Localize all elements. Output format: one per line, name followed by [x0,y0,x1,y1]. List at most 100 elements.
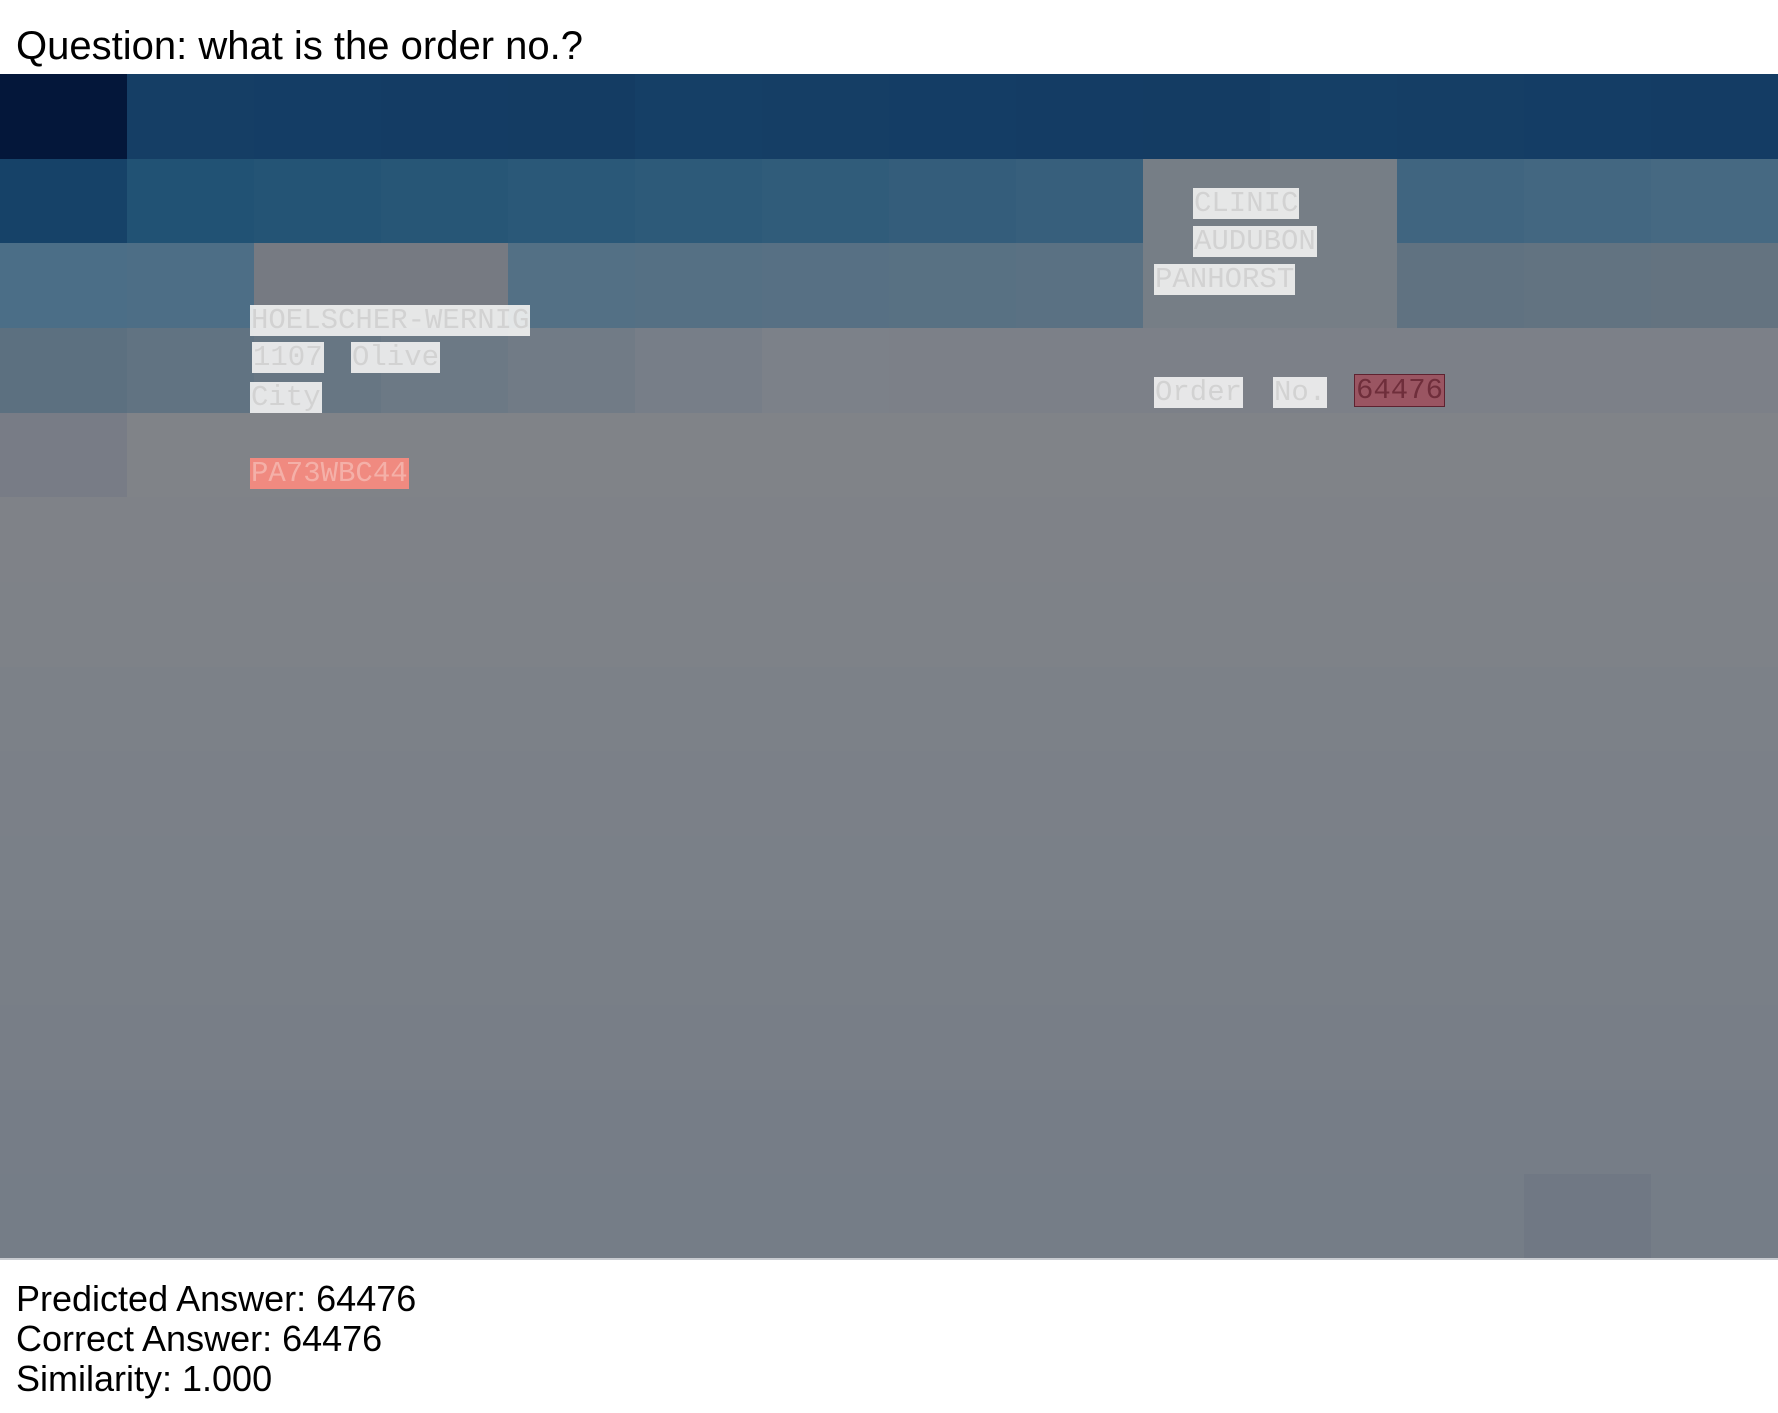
heatmap-cell [1397,1005,1524,1090]
heatmap-cell [0,1089,127,1175]
token-order-value: 64476 [1353,374,1446,407]
heatmap-cell [1016,1174,1143,1259]
heatmap-cell [889,243,1016,328]
heatmap-cell [1524,158,1651,244]
heatmap-cell [1270,1005,1397,1090]
heatmap-cell [1016,243,1143,328]
heatmap-cell [1270,835,1397,921]
heatmap-cell [127,581,254,667]
heatmap-cell [0,412,127,498]
heatmap-cell [1016,327,1143,413]
heatmap-cell [0,1174,127,1259]
heatmap-cell [254,1174,381,1259]
heatmap-cell [1524,1089,1651,1175]
heatmap-cell [1524,751,1651,836]
heatmap-cell [508,412,635,498]
heatmap-cell [127,835,254,921]
heatmap-cell [508,497,635,582]
heatmap-cell [1397,412,1524,498]
heatmap-cell [1270,581,1397,667]
heatmap-cell [254,1005,381,1090]
token-panhorst: PANHORST [1154,263,1296,296]
heatmap-cell [1143,497,1270,582]
heatmap-cell [127,1005,254,1090]
heatmap-cell [1524,1005,1651,1090]
heatmap-cell [1524,412,1651,498]
heatmap-cell [762,581,889,667]
heatmap-cell [1016,412,1143,498]
similarity-score: Similarity: 1.000 [16,1358,273,1399]
heatmap-cell [635,327,762,413]
heatmap-cell [508,666,635,752]
heatmap-cell [127,497,254,582]
heatmap-cell [889,158,1016,244]
heatmap-cell [0,920,127,1006]
heatmap-cell [1143,1005,1270,1090]
heatmap-cell [1016,751,1143,836]
heatmap-cell [0,74,127,159]
heatmap-cell [508,1005,635,1090]
heatmap-cell [508,327,635,413]
heatmap-cell [1270,1089,1397,1175]
heatmap-cell [1651,581,1778,667]
heatmap-cell [1651,243,1778,328]
heatmap-cell [127,1174,254,1259]
heatmap-cell [1651,1089,1778,1175]
token-name: HOELSCHER-WERNIG [250,304,531,337]
heatmap-cell [1524,74,1651,159]
heatmap-cell [762,1174,889,1259]
heatmap-cell [127,243,254,328]
heatmap-cell [762,666,889,752]
heatmap-cell [1270,666,1397,752]
heatmap-cell [0,327,127,413]
heatmap-cell [762,158,889,244]
heatmap-cell [381,920,508,1006]
divider [0,1258,1778,1260]
heatmap-cell [1270,412,1397,498]
heatmap-cell [1397,751,1524,836]
heatmap-cell [1651,158,1778,244]
heatmap-cell [1143,581,1270,667]
heatmap-cell [635,74,762,159]
heatmap-cell [508,751,635,836]
heatmap-cell [254,74,381,159]
heatmap-cell [635,1089,762,1175]
heatmap-cell [381,74,508,159]
heatmap-cell [635,666,762,752]
heatmap-cell [1270,497,1397,582]
heatmap-cell [1270,920,1397,1006]
heatmap-cell [1397,666,1524,752]
heatmap-cell [1270,74,1397,159]
heatmap-cell [635,158,762,244]
heatmap-cell [1143,751,1270,836]
heatmap-cell [381,158,508,244]
heatmap-cell [508,1174,635,1259]
heatmap-cell [1397,158,1524,244]
heatmap-cell [1651,1005,1778,1090]
heatmap-cell [1397,581,1524,667]
heatmap-cell [1651,920,1778,1006]
heatmap-cell [1143,74,1270,159]
heatmap-cell [635,581,762,667]
heatmap-cell [0,158,127,244]
heatmap-cell [1651,835,1778,921]
heatmap-cell [1651,497,1778,582]
heatmap-cell [889,920,1016,1006]
heatmap-cell [254,751,381,836]
heatmap-cell [1651,751,1778,836]
heatmap-cell [254,1089,381,1175]
heatmap-cell [381,497,508,582]
heatmap-cell [762,1005,889,1090]
heatmap-cell [0,497,127,582]
heatmap-cell [1524,327,1651,413]
heatmap-cell [508,1089,635,1175]
heatmap-cell [762,920,889,1006]
heatmap-cell [889,1005,1016,1090]
heatmap-cell [1143,412,1270,498]
heatmap-cell [0,666,127,752]
token-street: Olive [351,341,441,374]
heatmap-cell [381,751,508,836]
heatmap-cell [508,581,635,667]
heatmap-cell [1651,1174,1778,1259]
heatmap-cell [762,835,889,921]
